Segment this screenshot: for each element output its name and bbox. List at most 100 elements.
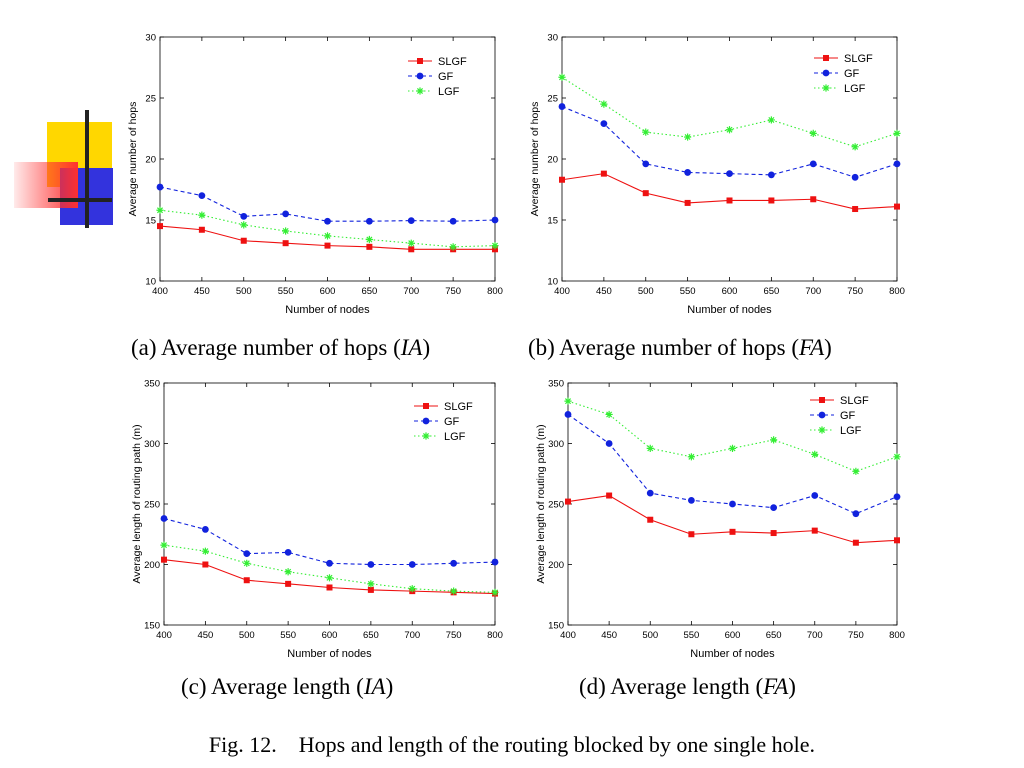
chart-b-ytick-label: 10 bbox=[547, 277, 558, 288]
chart-b-legend-marker bbox=[823, 55, 829, 61]
chart-d-series-lgf-point bbox=[605, 410, 613, 419]
chart-d-series-slgf-point bbox=[811, 527, 818, 534]
caption-b: (b) Average number of hops (FA) bbox=[528, 335, 832, 361]
chart-c-series-lgf-point bbox=[408, 585, 416, 593]
caption-b-prefix: (b) Average number of hops ( bbox=[528, 335, 800, 360]
caption-c-math: IA bbox=[363, 674, 386, 699]
chart-b-series-lgf bbox=[558, 73, 901, 151]
chart-c-xtick-label: 650 bbox=[363, 630, 379, 641]
chart-b-xtick-label: 400 bbox=[554, 286, 570, 297]
chart-d-series-gf-point bbox=[852, 510, 860, 518]
chart-c-series-gf-point bbox=[450, 559, 458, 567]
chart-c-legend-marker bbox=[423, 403, 429, 409]
chart-d-ytick-label: 200 bbox=[548, 560, 564, 571]
chart-c-legend-label: SLGF bbox=[444, 401, 473, 413]
chart-d-ytick-label: 150 bbox=[548, 621, 564, 632]
chart-c-ytick-label: 150 bbox=[144, 621, 160, 632]
chart-a-ytick-label: 20 bbox=[145, 155, 156, 166]
chart-a-legend: SLGF GF LGF bbox=[408, 56, 467, 98]
chart-b-xtick-label: 500 bbox=[638, 286, 654, 297]
chart-d-series-lgf-point bbox=[893, 453, 901, 461]
chart-d-series-slgf-point bbox=[729, 528, 736, 535]
chart-c-series-gf-point bbox=[201, 526, 209, 533]
chart-a-series-slgf-point bbox=[282, 240, 289, 247]
chart-b-series-gf-point bbox=[767, 171, 775, 179]
chart-a-xlabel: Number of nodes bbox=[285, 304, 370, 316]
chart-a-series-lgf-point bbox=[407, 239, 415, 247]
caption-d-math: FA bbox=[763, 674, 789, 699]
chart-c-series-slgf-point bbox=[367, 586, 374, 593]
chart-c-series-gf-line bbox=[163, 517, 496, 566]
chart-d-xtick-label: 700 bbox=[807, 630, 823, 641]
chart-c-series-lgf bbox=[160, 541, 499, 596]
chart-d-series-lgf bbox=[564, 397, 901, 475]
chart-c-series-slgf-point bbox=[202, 561, 209, 568]
chart-a-series-gf-point bbox=[240, 212, 248, 220]
chart-b-xtick-label: 600 bbox=[722, 286, 738, 297]
chart-b-series-slgf-point bbox=[894, 203, 900, 210]
chart-a-series-slgf-point bbox=[324, 242, 331, 249]
chart-a-series-slgf-point bbox=[240, 237, 247, 244]
chart-b-ytick-label: 20 bbox=[547, 155, 558, 166]
chart-a-xtick-label: 750 bbox=[445, 286, 461, 297]
chart-b-series-gf bbox=[558, 103, 901, 181]
chart-b-series-slgf-point bbox=[726, 197, 733, 204]
chart-c-legend-label: LGF bbox=[444, 431, 466, 443]
chart-c-series-lgf-point bbox=[243, 559, 251, 567]
logo-vertical-bar bbox=[85, 110, 89, 228]
chart-c-series-gf bbox=[160, 515, 499, 568]
chart-b-series-lgf-point bbox=[809, 129, 817, 137]
chart-a-legend-label: GF bbox=[438, 71, 454, 83]
chart-c-series-gf-point bbox=[326, 559, 333, 567]
chart-c-xlabel: Number of nodes bbox=[287, 648, 372, 660]
chart-c-series-lgf-point bbox=[450, 587, 458, 595]
chart-a-series-gf-point bbox=[282, 210, 290, 218]
chart-b-series-slgf-point bbox=[768, 197, 775, 204]
chart-a-legend-label: SLGF bbox=[438, 56, 467, 68]
chart-a-hops-ia: 400 450 500 550 600 650 700 750 800 10 15 20 25 30 Num… bbox=[127, 33, 503, 317]
slide-logo bbox=[14, 110, 113, 228]
chart-c-series-lgf-point bbox=[201, 547, 209, 555]
chart-b-series-slgf-point bbox=[810, 196, 817, 203]
chart-a-xtick-label: 600 bbox=[320, 286, 336, 297]
chart-b-series-slgf-point bbox=[600, 170, 607, 177]
caption-c: (c) Average length (IA) bbox=[181, 674, 393, 700]
caption-a: (a) Average number of hops (IA) bbox=[131, 335, 430, 361]
chart-a-ytick-label: 10 bbox=[145, 277, 156, 288]
chart-b-series-lgf-point bbox=[558, 73, 566, 81]
chart-a-series-gf-point bbox=[407, 217, 415, 225]
chart-c-series-gf-point bbox=[284, 549, 292, 556]
chart-c-series-slgf-point bbox=[161, 556, 167, 563]
chart-a-series-gf-point bbox=[365, 217, 373, 225]
chart-d-series-slgf-point bbox=[688, 531, 695, 538]
chart-c-legend-marker bbox=[422, 432, 430, 440]
chart-b-xlabel: Number of nodes bbox=[687, 304, 772, 316]
chart-c-xtick-label: 750 bbox=[446, 630, 462, 641]
chart-b-series-slgf-point bbox=[684, 199, 691, 206]
caption-a-math: IA bbox=[400, 335, 423, 360]
chart-d-series-gf bbox=[564, 411, 901, 518]
chart-c-series-slgf-point bbox=[243, 577, 250, 584]
chart-d-xtick-label: 650 bbox=[766, 630, 782, 641]
chart-b-xtick-label: 750 bbox=[847, 286, 863, 297]
chart-c-xtick-label: 400 bbox=[156, 630, 172, 641]
chart-c-ytick-label: 300 bbox=[144, 439, 160, 450]
chart-d-series-gf-point bbox=[729, 500, 736, 508]
chart-d-xtick-label: 500 bbox=[642, 630, 658, 641]
chart-d-xtick-label: 450 bbox=[601, 630, 617, 641]
chart-b-series-slgf bbox=[559, 170, 900, 213]
chart-d-series-slgf bbox=[565, 492, 900, 546]
chart-c-ytick-label: 250 bbox=[144, 500, 160, 511]
chart-c-series-slgf-point bbox=[326, 584, 333, 591]
chart-c-xtick-label: 450 bbox=[197, 630, 213, 641]
chart-b-legend-label: GF bbox=[844, 68, 860, 80]
chart-d-series-lgf-point bbox=[728, 444, 737, 452]
chart-a-xtick-label: 400 bbox=[152, 286, 168, 297]
chart-c-length-ia: 400 450 500 550 600 650 700 750 800 150 200 250 300 3… bbox=[131, 379, 503, 661]
chart-b-xtick-label: 550 bbox=[680, 286, 696, 297]
chart-d-series-lgf-point bbox=[646, 444, 654, 452]
chart-c-series-gf-point bbox=[160, 515, 168, 522]
caption-c-suffix: ) bbox=[385, 674, 394, 699]
chart-d-series-slgf-point bbox=[852, 539, 859, 546]
chart-a-ytick-label: 30 bbox=[145, 33, 156, 44]
